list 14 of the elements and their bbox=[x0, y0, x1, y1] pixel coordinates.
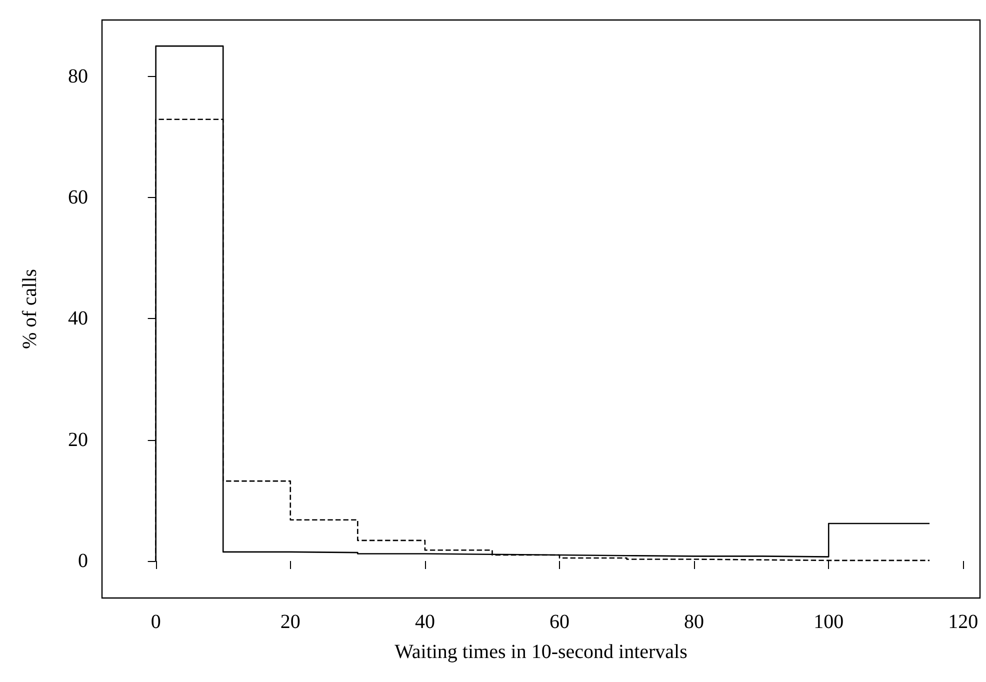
x-tick-label: 100 bbox=[814, 611, 844, 633]
y-axis-title: % of calls bbox=[19, 268, 41, 349]
y-tick-label: 40 bbox=[68, 308, 88, 330]
x-tick-label: 40 bbox=[414, 611, 435, 633]
y-tick-label: 80 bbox=[68, 65, 88, 88]
x-tick-label: 0 bbox=[150, 611, 161, 633]
x-tick-label: 20 bbox=[280, 611, 300, 633]
x-axis-title: Waiting times in 10-second intervals bbox=[394, 641, 688, 663]
y-tick-label: 60 bbox=[68, 186, 88, 209]
x-tick-label: 80 bbox=[684, 611, 704, 633]
y-tick-label: 0 bbox=[78, 550, 88, 572]
x-tick-label: 120 bbox=[948, 611, 978, 633]
y-tick-label: 20 bbox=[68, 428, 88, 451]
x-tick-label: 60 bbox=[550, 611, 570, 633]
